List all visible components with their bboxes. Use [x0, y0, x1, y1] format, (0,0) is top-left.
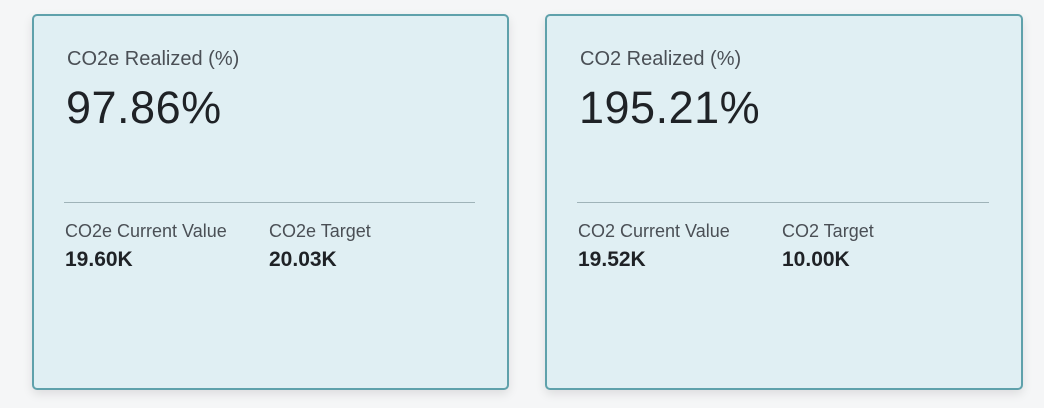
target-value: 10.00K — [782, 248, 850, 271]
target-label: CO2 Target — [782, 221, 874, 241]
current-value-label: CO2 Current Value — [578, 221, 730, 241]
kpi-value: 195.21% — [579, 82, 761, 133]
current-value: 19.60K — [65, 248, 133, 271]
target-label: CO2e Target — [269, 221, 371, 241]
target-value: 20.03K — [269, 248, 337, 271]
kpi-title: CO2 Realized (%) — [580, 48, 742, 70]
target-metric: CO2 Target 10.00K — [782, 221, 874, 272]
divider — [64, 202, 475, 203]
kpi-value: 97.86% — [66, 82, 222, 133]
divider — [577, 202, 989, 203]
kpi-card-co2[interactable]: CO2 Realized (%) 195.21% CO2 Current Val… — [545, 14, 1023, 390]
current-value-metric: CO2 Current Value 19.52K — [578, 221, 730, 272]
current-value-metric: CO2e Current Value 19.60K — [65, 221, 227, 272]
current-value-label: CO2e Current Value — [65, 221, 227, 241]
current-value: 19.52K — [578, 248, 646, 271]
kpi-card-co2e[interactable]: CO2e Realized (%) 97.86% CO2e Current Va… — [32, 14, 509, 390]
kpi-title: CO2e Realized (%) — [67, 48, 240, 70]
target-metric: CO2e Target 20.03K — [269, 221, 371, 272]
